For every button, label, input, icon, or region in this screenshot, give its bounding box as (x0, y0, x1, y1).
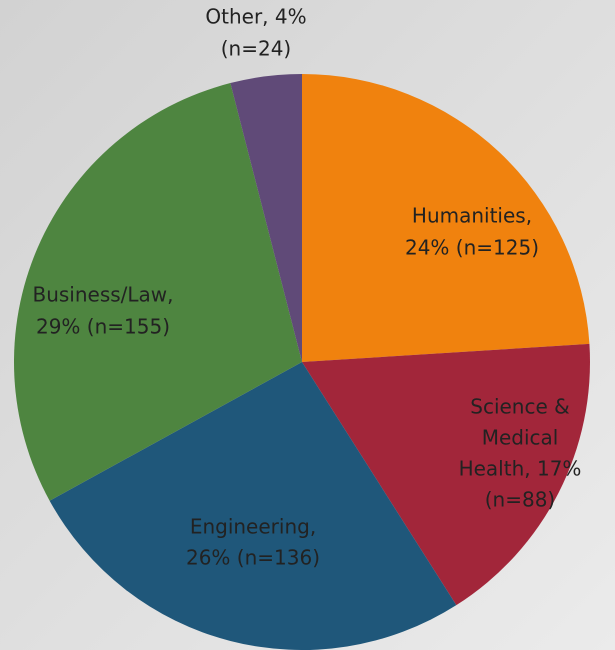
slice-label: Business/Law, (32, 283, 173, 307)
pie-slice (230, 74, 302, 362)
slice-label: Health, 17% (459, 457, 582, 481)
pie-slice (49, 362, 457, 650)
pie-slice (302, 343, 590, 606)
slice-label: 26% (n=136) (186, 546, 320, 570)
slice-label: 29% (n=155) (36, 315, 170, 339)
slice-label: (n=88) (485, 488, 556, 512)
slice-label: Engineering, (190, 515, 316, 539)
slice-label: Science & (470, 395, 569, 419)
slice-label: 24% (n=125) (405, 236, 539, 260)
pie-slice (302, 74, 590, 362)
slice-label: (n=24) (221, 37, 292, 61)
slice-label: Medical (482, 426, 559, 450)
slice-label: Humanities, (412, 204, 532, 228)
pie-slice (14, 83, 303, 501)
slice-label: Other, 4% (205, 5, 306, 29)
